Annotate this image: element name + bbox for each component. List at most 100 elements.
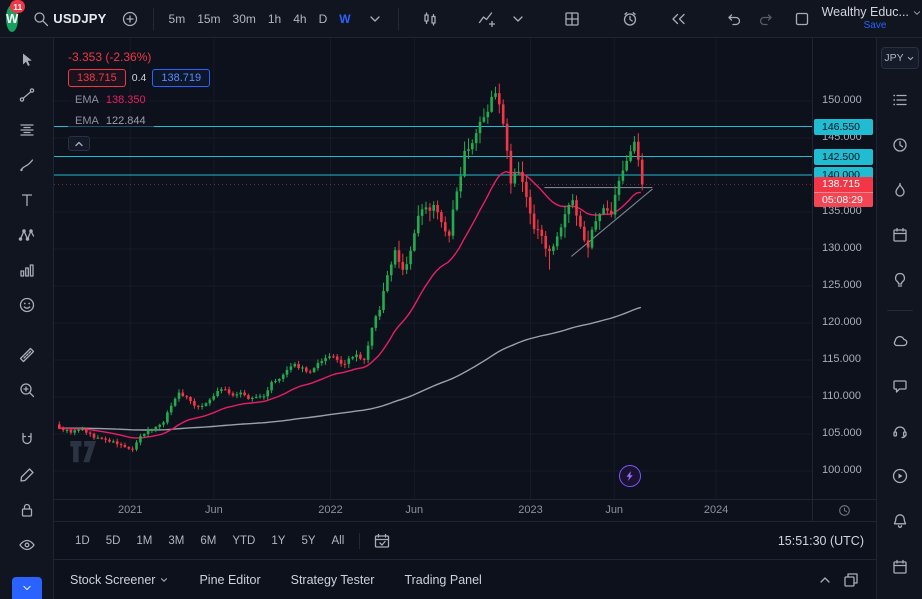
bottom-panel: Stock Screener Pine Editor Strategy Tester… — [54, 559, 876, 599]
support-button[interactable] — [883, 416, 917, 446]
tool-draw[interactable] — [10, 461, 44, 489]
price-tick: 110.000 — [822, 390, 861, 402]
tab-trading-panel[interactable]: Trading Panel — [404, 573, 481, 587]
date-range-group: 1D 5D 1M 3M 6M YTD 1Y 5Y All — [68, 531, 351, 551]
tab-stock-screener[interactable]: Stock Screener — [70, 573, 169, 587]
event-marker-icon[interactable] — [619, 465, 641, 487]
chart-style-button[interactable] — [416, 6, 444, 32]
undo-button[interactable] — [720, 6, 748, 32]
time-axis-labels: 2021 Jun 2022 Jun 2023 Jun 2024 — [54, 500, 812, 521]
range-1M[interactable]: 1M — [129, 531, 159, 551]
tool-emoji[interactable] — [10, 291, 44, 319]
tool-ruler[interactable] — [10, 341, 44, 369]
timeframe-15m[interactable]: 15m — [191, 7, 226, 31]
hotlists-button[interactable] — [883, 175, 917, 205]
tool-zoom[interactable] — [10, 376, 44, 404]
timeframe-1h[interactable]: 1h — [262, 7, 287, 31]
tool-lock[interactable] — [10, 496, 44, 524]
tool-fib-retracement[interactable] — [10, 116, 44, 144]
redo-button[interactable] — [752, 6, 780, 32]
add-symbol-button[interactable] — [116, 6, 144, 32]
chevron-down-icon — [369, 15, 380, 22]
tab-strategy-tester[interactable]: Strategy Tester — [291, 573, 375, 587]
range-5Y[interactable]: 5Y — [294, 531, 322, 551]
go-to-date-button[interactable] — [368, 528, 396, 554]
timeframe-5m[interactable]: 5m — [163, 7, 192, 31]
legend-collapse-button[interactable] — [68, 136, 90, 151]
layout-grid-button[interactable] — [558, 6, 586, 32]
trend-line-icon — [19, 88, 34, 102]
level-price-label: 146.550 — [814, 118, 873, 135]
indicator-value: 122.844 — [105, 115, 146, 127]
indicators-button[interactable] — [472, 6, 500, 32]
bid-price-button[interactable]: 138.715 — [68, 69, 126, 87]
range-6M[interactable]: 6M — [193, 531, 223, 551]
currency-select[interactable]: JPY — [880, 47, 919, 69]
chevron-down-icon — [913, 10, 921, 15]
timeframe-30m[interactable]: 30m — [227, 7, 262, 31]
tab-pine-editor[interactable]: Pine Editor — [199, 573, 260, 587]
notifications-button[interactable] — [883, 506, 917, 536]
notification-count-badge: 11 — [10, 0, 26, 13]
watchlist-button[interactable] — [883, 85, 917, 115]
new-window-button[interactable] — [788, 6, 816, 32]
clock-utc-button[interactable]: 15:51:30 (UTC) — [777, 533, 864, 548]
indicator-value: 138.350 — [105, 94, 146, 106]
bid-ask-widget: 138.715 0.4 138.719 — [68, 69, 211, 87]
minds-button[interactable] — [883, 326, 917, 356]
range-5D[interactable]: 5D — [99, 531, 128, 551]
alerts-button[interactable] — [883, 130, 917, 160]
price-axis[interactable]: 150.000145.000140.000135.000130.000125.0… — [812, 38, 876, 499]
layout-name-button[interactable]: Wealthy Educ... — [822, 6, 922, 19]
indicators-menu-button[interactable] — [504, 6, 532, 32]
more-tools-button[interactable] — [11, 577, 42, 599]
range-All[interactable]: All — [325, 531, 352, 551]
replay-button[interactable] — [664, 6, 692, 32]
timeframe-group: 5m 15m 30m 1h 4h D W — [163, 7, 357, 31]
undo-icon — [727, 13, 740, 25]
minds-icon — [893, 336, 907, 347]
tool-cursor[interactable] — [10, 46, 44, 74]
tool-forecast[interactable] — [10, 256, 44, 284]
indicator-legend-ema-fast[interactable]: EMA 138.350 — [68, 92, 154, 108]
range-YTD[interactable]: YTD — [225, 531, 262, 551]
ask-price-button[interactable]: 138.719 — [152, 69, 211, 87]
time-axis-label: Jun — [205, 504, 223, 516]
save-link[interactable]: Save — [863, 19, 887, 31]
timeframe-menu-button[interactable] — [361, 6, 389, 32]
layout-grid-icon — [564, 11, 579, 26]
tool-xabcd-pattern[interactable] — [10, 221, 44, 249]
time-axis-label: 2024 — [703, 504, 729, 516]
economic-calendar-button[interactable] — [883, 551, 917, 581]
timeframe-4h[interactable]: 4h — [287, 7, 312, 31]
tool-magnet[interactable] — [10, 426, 44, 454]
timeframe-D[interactable]: D — [313, 7, 334, 31]
time-axis-label: 2021 — [117, 504, 143, 516]
calendar-button[interactable] — [883, 220, 917, 250]
alert-button[interactable] — [616, 6, 644, 32]
tool-eye[interactable] — [10, 531, 44, 559]
user-avatar[interactable]: W 11 — [6, 0, 26, 32]
panel-maximize-button[interactable] — [838, 567, 864, 593]
tool-trend-line[interactable] — [10, 81, 44, 109]
time-axis-label: Jun — [605, 504, 624, 516]
timezone-clock-icon[interactable] — [837, 503, 852, 518]
tool-text[interactable] — [10, 186, 44, 214]
symbol-search-button[interactable]: USDJPY — [27, 6, 111, 32]
brush-icon — [19, 159, 33, 172]
range-3M[interactable]: 3M — [161, 531, 191, 551]
chart-pane[interactable]: -3.353 (-2.36%) 138.715 0.4 138.719 EMA … — [54, 38, 812, 499]
price-tick: 135.000 — [822, 205, 862, 217]
timeframe-W[interactable]: W — [333, 7, 356, 31]
indicator-legend-ema-slow[interactable]: EMA 122.844 — [68, 113, 154, 129]
indicators-icon — [478, 11, 495, 27]
ideas-icon — [894, 272, 905, 287]
chat-button[interactable] — [883, 371, 917, 401]
tool-brush[interactable] — [10, 151, 44, 179]
range-1D[interactable]: 1D — [68, 531, 97, 551]
streams-button[interactable] — [883, 461, 917, 491]
ideas-button[interactable] — [883, 265, 917, 295]
time-axis[interactable]: 2021 Jun 2022 Jun 2023 Jun 2024 — [54, 499, 876, 521]
panel-collapse-button[interactable] — [812, 567, 838, 593]
range-1Y[interactable]: 1Y — [264, 531, 292, 551]
